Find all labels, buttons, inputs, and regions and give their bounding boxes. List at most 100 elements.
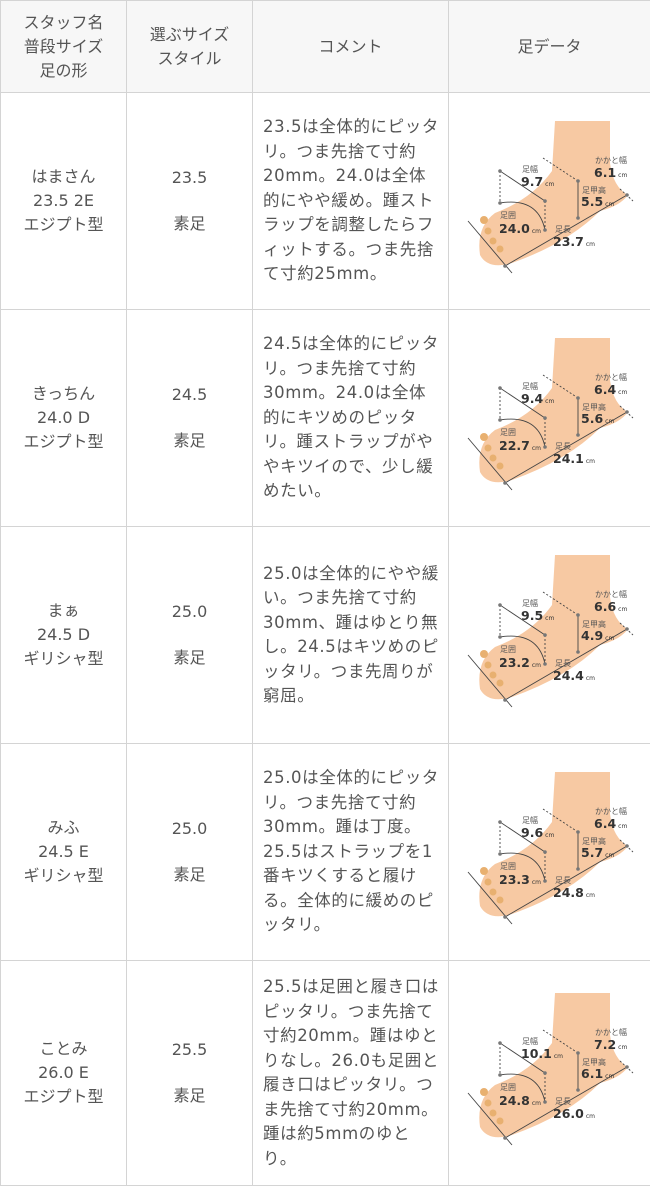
header-staff: スタッフ名普段サイズ足の形 — [1, 1, 127, 93]
unit: cm — [618, 172, 627, 179]
comment: 23.5は全体的にピッタリ。つま先捨て寸約20mm。24.0は全体的にやや緩め。… — [253, 93, 449, 310]
style: 素足 — [127, 212, 252, 236]
foot-shape: エジプト型 — [1, 430, 126, 454]
staff-name: きっちん — [1, 382, 126, 406]
foot-girth-value: 22.7 — [499, 438, 530, 453]
header-comment: コメント — [253, 1, 449, 93]
header-style: スタイル — [127, 47, 252, 71]
foot-length-value: 24.8 — [553, 885, 584, 900]
header-row: スタッフ名普段サイズ足の形 選ぶサイズスタイル コメント 足データ — [1, 1, 650, 93]
foot-girth-label: 足囲 — [500, 211, 516, 220]
foot-width-label: 足幅 — [522, 1036, 538, 1046]
chosen-size: 24.5 — [127, 383, 252, 407]
instep-height-value: 5.6 — [581, 411, 603, 426]
unit: cm — [531, 445, 540, 452]
foot-girth-value: 23.2 — [499, 655, 530, 670]
heel-width-label: かかと幅 — [595, 806, 627, 816]
foot-girth-value: 24.8 — [499, 1093, 530, 1108]
unit: cm — [545, 832, 554, 839]
foot-shape: エジプト型 — [1, 213, 126, 237]
foot-girth-label: 足囲 — [500, 862, 516, 871]
unit: cm — [605, 1073, 614, 1080]
header-staff-name: スタッフ名 — [1, 11, 126, 35]
style: 素足 — [127, 429, 252, 453]
unit: cm — [553, 1053, 562, 1060]
foot-length-value: 24.4 — [553, 668, 584, 683]
heel-width-value: 6.4 — [594, 816, 616, 831]
instep-height-value: 5.7 — [581, 845, 603, 860]
unit: cm — [618, 823, 627, 830]
comment: 25.0は全体的にピッタリ。つま先捨て寸約30mm。踵は丁度。25.5はストラッ… — [253, 744, 449, 961]
usual-size: 24.0 D — [1, 406, 126, 430]
heel-width-label: かかと幅 — [595, 1027, 627, 1037]
foot-shape: エジプト型 — [1, 1085, 126, 1109]
unit: cm — [545, 398, 554, 405]
instep-height-value: 4.9 — [581, 628, 603, 643]
unit: cm — [605, 418, 614, 425]
unit: cm — [585, 675, 594, 682]
chosen-size: 25.0 — [127, 817, 252, 841]
heel-width-label: かかと幅 — [595, 589, 627, 599]
unit: cm — [605, 201, 614, 208]
foot-width-label: 足幅 — [522, 598, 538, 608]
style: 素足 — [127, 646, 252, 670]
header-choose: 選ぶサイズスタイル — [127, 1, 253, 93]
usual-size: 24.5 E — [1, 840, 126, 864]
choose-cell: 23.5 素足 — [127, 93, 253, 310]
foot-width-label: 足幅 — [522, 381, 538, 391]
comment: 24.5は全体的にピッタリ。つま先捨て寸約30mm。24.0は全体的にキツめのピ… — [253, 310, 449, 527]
foot-shape: ギリシャ型 — [1, 647, 126, 671]
unit: cm — [585, 892, 594, 899]
unit: cm — [618, 606, 627, 613]
foot-length-label: 足長 — [555, 225, 571, 234]
staff-name: みふ — [1, 816, 126, 840]
header-foot-shape: 足の形 — [1, 59, 126, 83]
unit: cm — [585, 458, 594, 465]
unit: cm — [531, 662, 540, 669]
comment: 25.0は全体的にやや緩い。つま先捨て寸約30mm、踵はゆとり無し。24.5はキ… — [253, 527, 449, 744]
staff-name: はまさん — [1, 165, 126, 189]
header-usual-size: 普段サイズ — [1, 35, 126, 59]
usual-size: 23.5 2E — [1, 189, 126, 213]
heel-width-label: かかと幅 — [595, 372, 627, 382]
instep-height-value: 6.1 — [581, 1066, 603, 1081]
foot-length-value: 23.7 — [553, 234, 584, 249]
foot-length-label: 足長 — [555, 442, 571, 451]
chosen-size: 23.5 — [127, 166, 252, 190]
choose-cell: 24.5 素足 — [127, 310, 253, 527]
foot-shape: ギリシャ型 — [1, 864, 126, 888]
instep-height-value: 5.5 — [581, 194, 603, 209]
staff-name: ことみ — [1, 1037, 126, 1061]
foot-length-value: 24.1 — [553, 451, 584, 466]
foot-length-label: 足長 — [555, 1097, 571, 1106]
foot-girth-label: 足囲 — [500, 428, 516, 437]
header-chosen-size: 選ぶサイズ — [127, 23, 252, 47]
unit: cm — [605, 635, 614, 642]
heel-width-value: 6.1 — [594, 165, 616, 180]
header-foot-data: 足データ — [449, 1, 650, 93]
foot-width-value: 9.5 — [521, 608, 543, 623]
foot-length-label: 足長 — [555, 659, 571, 668]
unit: cm — [531, 1100, 540, 1107]
